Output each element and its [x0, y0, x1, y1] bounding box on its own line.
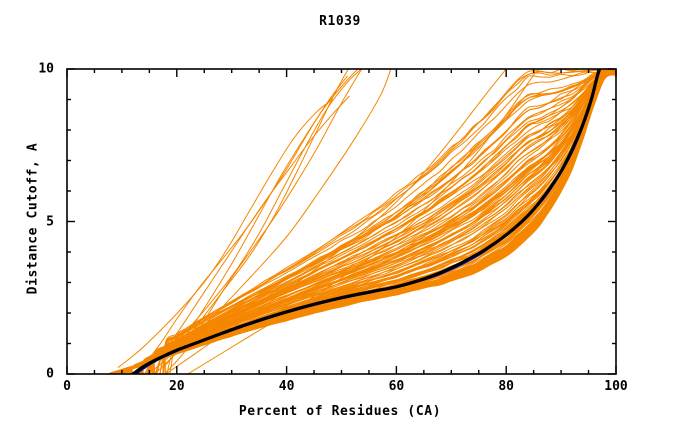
series-best-model	[131, 69, 602, 374]
x-tick-label: 100	[604, 379, 628, 394]
x-tick-label: 60	[388, 379, 405, 394]
prediction-curve	[152, 69, 604, 374]
x-tick-label: 40	[278, 379, 295, 394]
y-tick-label: 5	[46, 214, 54, 229]
prediction-stray-curve	[187, 69, 540, 374]
prediction-curve	[107, 69, 616, 374]
x-tick-label: 80	[498, 379, 515, 394]
chart-title: R1039	[319, 14, 361, 29]
prediction-curve	[164, 69, 616, 374]
x-tick-label: 0	[63, 379, 71, 394]
prediction-curve	[134, 69, 607, 374]
prediction-curve	[153, 69, 612, 374]
prediction-curve	[135, 69, 609, 374]
prediction-curve	[154, 69, 616, 374]
prediction-curve	[128, 69, 616, 374]
axis-frame-layer	[66, 68, 617, 375]
prediction-outlier-curve	[164, 69, 363, 374]
prediction-curve	[162, 69, 616, 374]
reference-series-layer	[131, 69, 602, 374]
prediction-outlier-curve	[147, 69, 359, 374]
y-tick-label: 0	[46, 366, 54, 382]
prediction-outlier-curve	[149, 69, 363, 368]
prediction-stray-curve	[154, 69, 392, 374]
x-tick-label: 20	[168, 379, 185, 394]
prediction-curve	[113, 72, 616, 374]
prediction-curve	[141, 69, 607, 374]
prediction-curve	[145, 69, 616, 374]
prediction-curve	[141, 69, 608, 374]
prediction-curve	[133, 69, 605, 374]
prediction-curve	[148, 69, 616, 374]
prediction-curve	[144, 69, 610, 374]
prediction-outlier-curve	[162, 69, 350, 370]
prediction-outlier-curve	[117, 98, 333, 368]
y-tick-label: 10	[38, 61, 54, 77]
prediction-curve	[163, 69, 613, 374]
prediction-curve	[127, 69, 616, 374]
x-axis-label: Percent of Residues (CA)	[238, 404, 442, 419]
